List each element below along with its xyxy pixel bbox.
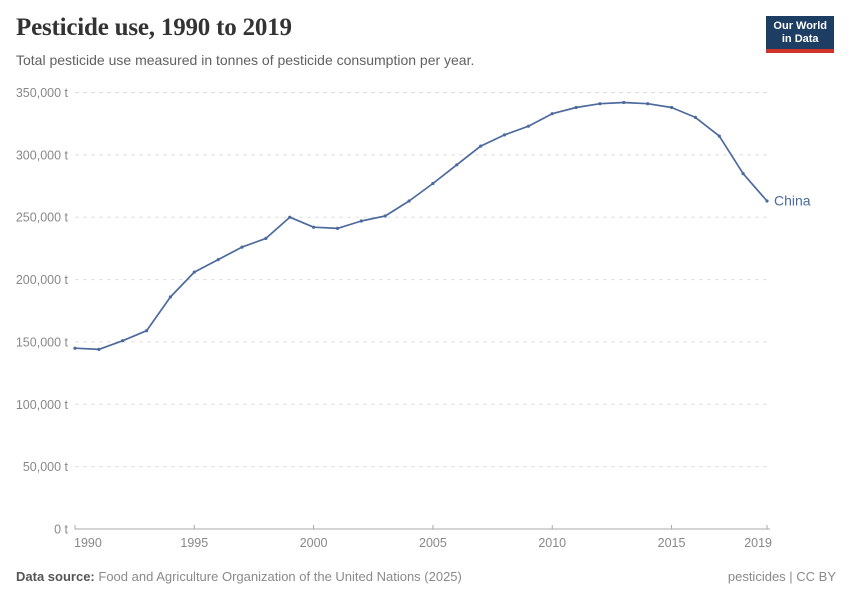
series-line-china — [74, 101, 768, 351]
data-point — [693, 115, 698, 119]
data-point — [192, 270, 196, 274]
data-point — [574, 105, 578, 110]
chart-subtitle: Total pesticide use measured in tonnes o… — [16, 52, 475, 68]
page-title: Pesticide use, 1990 to 2019 — [16, 14, 292, 41]
owid-logo-line2: in Data — [781, 33, 819, 45]
data-source-text: Food and Agriculture Organization of the… — [98, 569, 462, 584]
y-tick-label: 150,000 t — [16, 335, 69, 349]
y-tick-label: 200,000 t — [16, 273, 69, 287]
data-source-label: Data source: — [16, 569, 95, 584]
data-point — [383, 214, 387, 218]
license-link[interactable]: pesticides | CC BY — [727, 569, 836, 584]
data-point — [264, 236, 268, 240]
x-tick-label: 2015 — [658, 536, 686, 550]
data-point — [73, 346, 77, 350]
data-point — [359, 219, 363, 223]
x-tick-label: 2000 — [300, 536, 328, 550]
y-tick-label: 250,000 t — [16, 211, 69, 225]
data-point — [407, 199, 411, 203]
x-tick-label: 2010 — [538, 536, 566, 550]
owid-logo-line1: Our World — [773, 20, 827, 32]
y-tick-label: 100,000 t — [16, 398, 69, 412]
owid-logo[interactable]: Our World in Data — [766, 16, 834, 53]
data-point — [288, 215, 292, 219]
data-point — [550, 112, 554, 116]
x-tick-label: 2005 — [419, 536, 447, 550]
data-point — [646, 102, 650, 106]
data-source: Data source: Food and Agriculture Organi… — [16, 569, 462, 584]
y-tick-label: 300,000 t — [16, 148, 69, 162]
data-point — [168, 295, 172, 299]
data-point — [741, 172, 745, 176]
data-point — [431, 181, 435, 186]
data-point — [240, 245, 244, 249]
data-point — [765, 199, 769, 203]
data-point — [670, 105, 674, 110]
x-tick-label: 1995 — [180, 536, 208, 550]
data-point — [479, 144, 483, 148]
data-point — [717, 134, 721, 138]
data-point — [502, 133, 507, 137]
chart-footer: Data source: Food and Agriculture Organi… — [16, 569, 836, 584]
data-point — [216, 258, 220, 262]
x-tick-label: 1990 — [74, 536, 102, 550]
data-point — [455, 163, 459, 167]
data-point — [335, 226, 340, 230]
x-tick-label: 2019 — [744, 536, 772, 550]
y-tick-label: 350,000 t — [16, 86, 69, 100]
y-tick-label: 0 t — [54, 523, 68, 537]
series-label-china: China — [774, 193, 811, 209]
y-tick-label: 50,000 t — [23, 460, 69, 474]
data-point — [145, 329, 149, 333]
data-point — [526, 124, 531, 128]
data-point — [598, 102, 602, 106]
data-point — [121, 339, 125, 343]
data-point — [622, 100, 626, 105]
data-point — [97, 347, 101, 351]
data-point — [312, 225, 316, 229]
